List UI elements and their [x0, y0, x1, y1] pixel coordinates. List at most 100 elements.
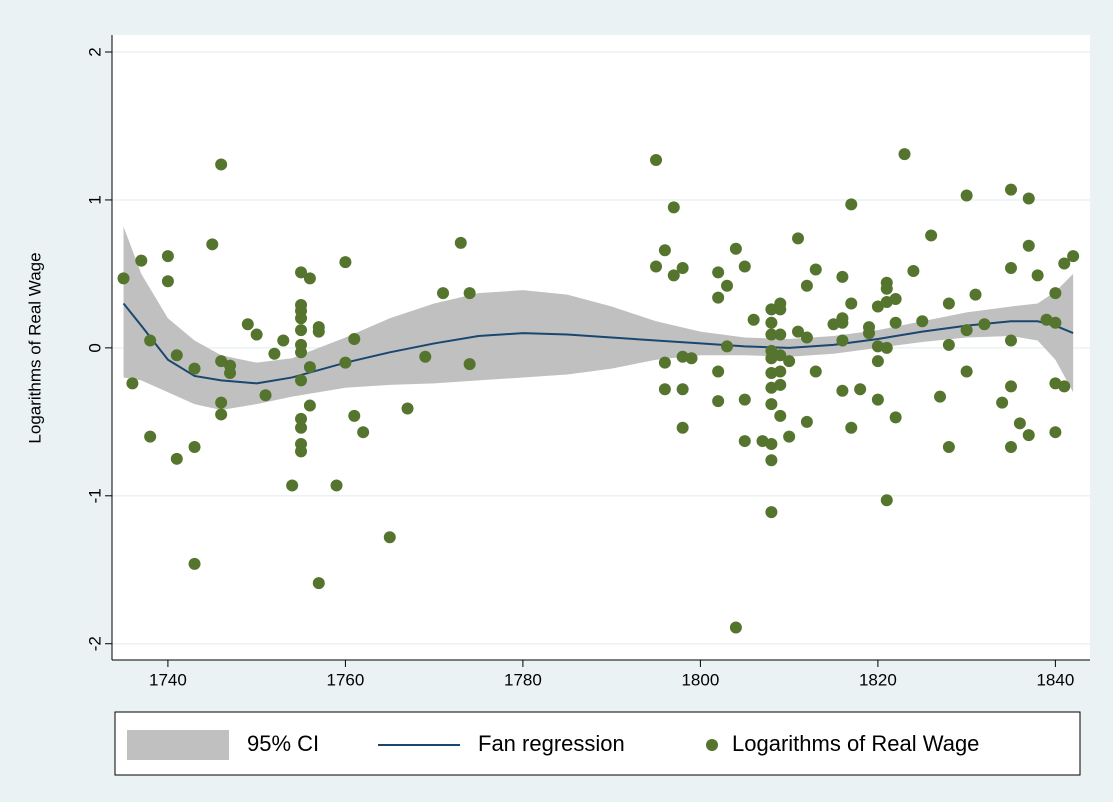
point: [1013, 417, 1026, 430]
point: [658, 244, 671, 257]
point: [774, 365, 787, 378]
point: [712, 266, 725, 279]
y-tick-label: 2: [85, 47, 104, 56]
point: [854, 383, 867, 396]
point: [250, 328, 263, 341]
point: [738, 260, 751, 273]
point: [969, 288, 982, 301]
point: [676, 350, 689, 363]
point: [224, 367, 237, 380]
point: [774, 378, 787, 391]
point: [170, 349, 183, 362]
point: [889, 411, 902, 424]
point: [188, 362, 201, 375]
point: [889, 316, 902, 329]
point: [676, 261, 689, 274]
point: [295, 412, 308, 425]
point: [658, 356, 671, 369]
point: [1022, 192, 1035, 205]
point: [339, 256, 352, 269]
point: [747, 313, 760, 326]
point: [463, 358, 476, 371]
point: [800, 331, 813, 344]
point: [765, 438, 778, 451]
point: [161, 275, 174, 288]
point: [126, 377, 139, 390]
point: [188, 557, 201, 570]
legend-swatch: [127, 730, 229, 760]
point: [871, 340, 884, 353]
legend-label: Fan regression: [478, 731, 625, 756]
legend-label: 95% CI: [247, 731, 319, 756]
point: [1058, 257, 1071, 270]
point: [312, 577, 325, 590]
point: [960, 189, 973, 202]
point: [792, 232, 805, 245]
point: [161, 250, 174, 263]
point: [1022, 429, 1035, 442]
point: [658, 383, 671, 396]
point: [845, 421, 858, 434]
point: [1031, 269, 1044, 282]
point: [809, 365, 822, 378]
point: [783, 355, 796, 368]
point: [880, 341, 893, 354]
point: [712, 365, 725, 378]
point: [144, 430, 157, 443]
point: [721, 340, 734, 353]
point: [898, 148, 911, 161]
legend-swatch: [706, 739, 718, 751]
point: [942, 440, 955, 453]
y-tick-label: 1: [85, 195, 104, 204]
x-tick-label: 1780: [504, 670, 542, 689]
point: [774, 303, 787, 316]
point: [1049, 426, 1062, 439]
point: [667, 269, 680, 282]
point: [996, 396, 1009, 409]
x-tick-label: 1820: [859, 670, 897, 689]
point: [880, 282, 893, 295]
point: [295, 346, 308, 359]
point: [942, 297, 955, 310]
y-tick-label: -2: [85, 636, 104, 651]
point: [676, 383, 689, 396]
point: [934, 390, 947, 403]
point: [215, 158, 228, 171]
point: [738, 435, 751, 448]
point: [1005, 440, 1018, 453]
point: [827, 318, 840, 331]
point: [259, 389, 272, 402]
point: [295, 312, 308, 325]
point: [357, 426, 370, 439]
point: [960, 365, 973, 378]
point: [765, 454, 778, 467]
point: [836, 316, 849, 329]
point: [774, 328, 787, 341]
point: [135, 254, 148, 267]
point: [1005, 183, 1018, 196]
regression-line: [122, 302, 1074, 385]
point: [774, 349, 787, 362]
point: [170, 452, 183, 465]
point: [303, 399, 316, 412]
point: [241, 318, 254, 331]
point: [792, 325, 805, 338]
point: [188, 440, 201, 453]
point: [836, 270, 849, 283]
point: [1067, 250, 1080, 263]
point: [712, 291, 725, 304]
point: [330, 479, 343, 492]
point: [836, 334, 849, 347]
point: [800, 415, 813, 428]
point: [783, 430, 796, 443]
point: [215, 396, 228, 409]
point: [978, 318, 991, 331]
point: [809, 263, 822, 276]
point: [712, 395, 725, 408]
x-tick-label: 1800: [681, 670, 719, 689]
point: [348, 409, 361, 422]
point: [765, 367, 778, 380]
point: [738, 393, 751, 406]
point: [871, 300, 884, 313]
